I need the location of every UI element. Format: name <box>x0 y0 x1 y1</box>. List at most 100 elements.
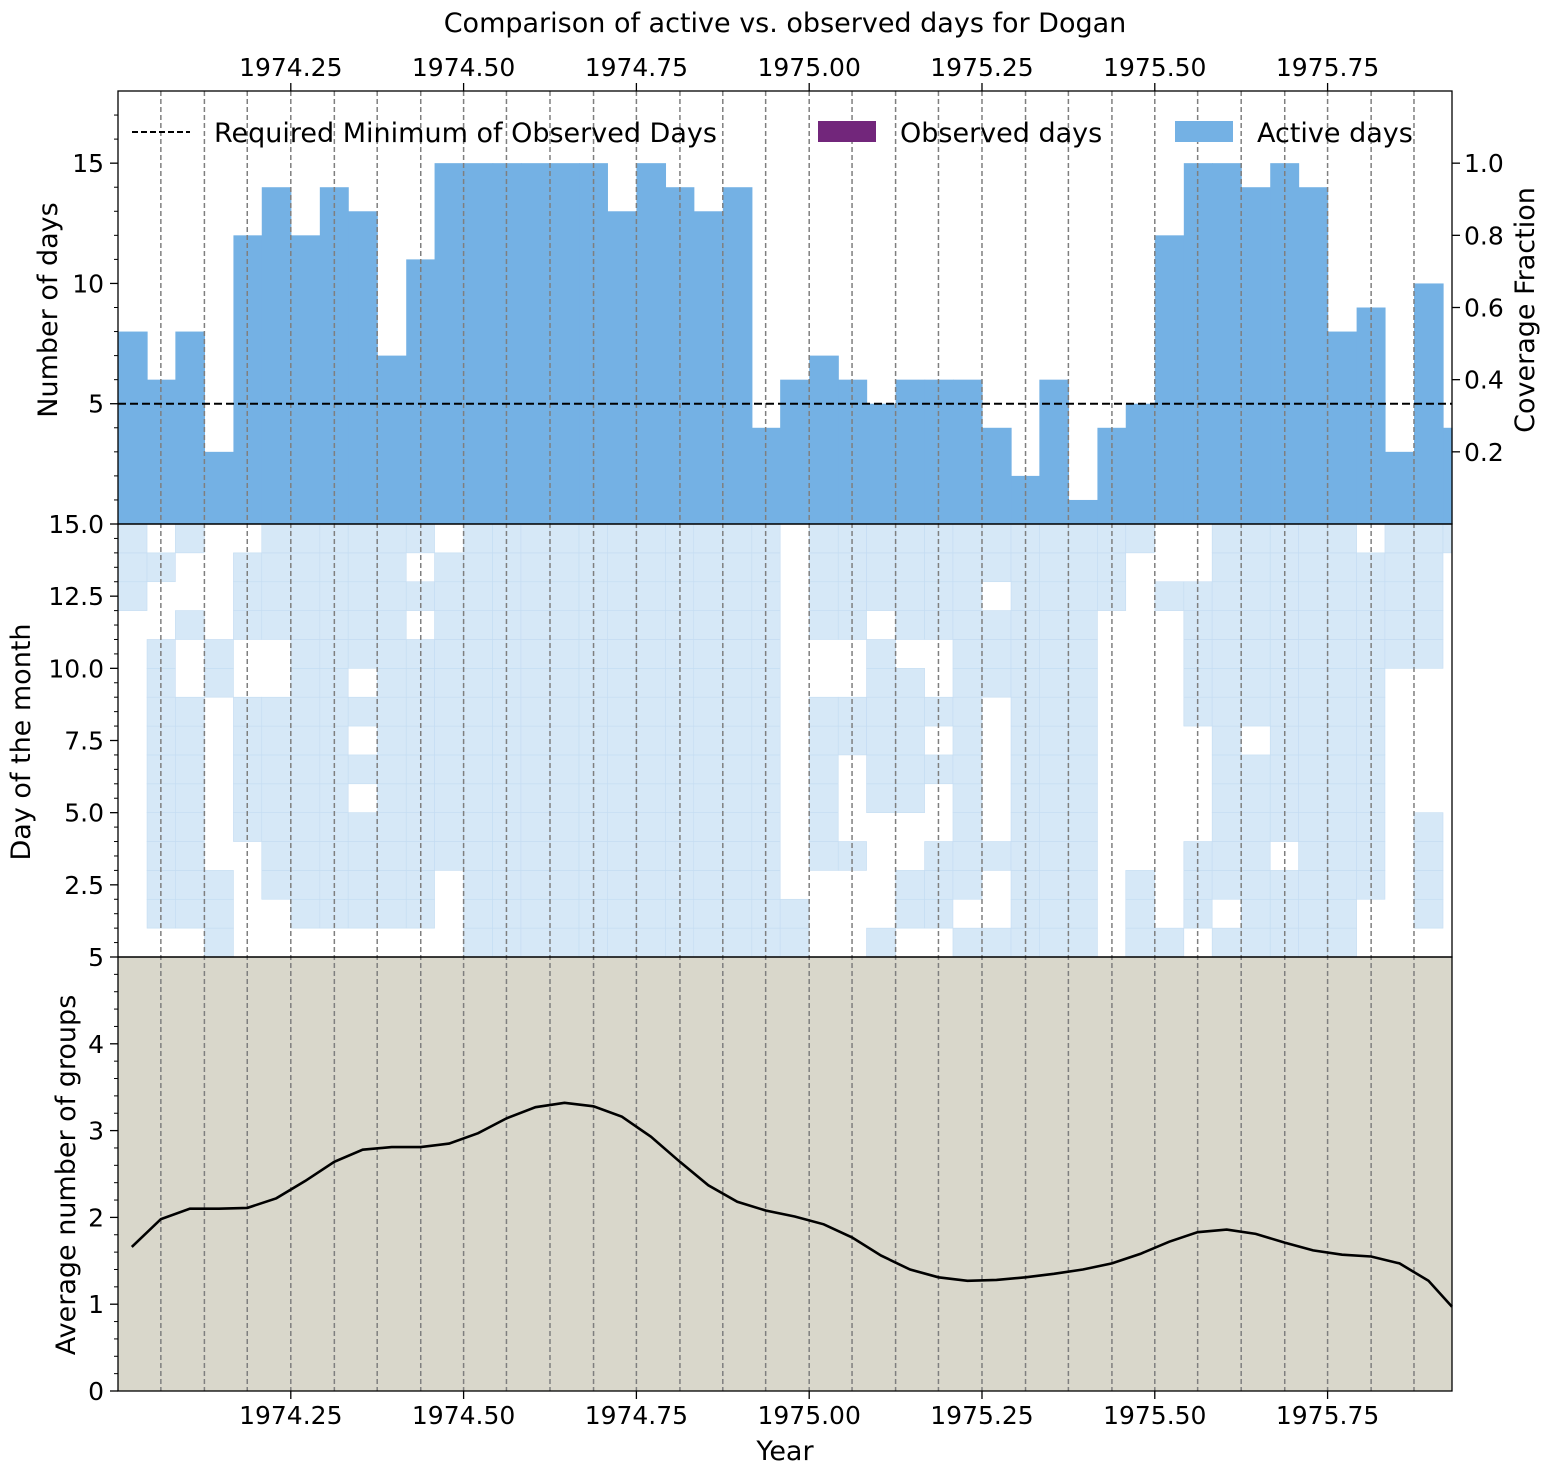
x-axis-title: Year <box>755 1436 814 1467</box>
calendar-day-cell <box>866 754 896 785</box>
calendar-day-cell <box>1413 523 1444 554</box>
active-days-bar <box>895 379 926 524</box>
calendar-day-cell <box>376 783 407 813</box>
calendar-day-cell <box>1442 523 1453 554</box>
calendar-day-cell <box>549 610 580 640</box>
calendar-day-cell <box>607 725 637 756</box>
calendar-day-cell <box>1298 812 1328 842</box>
active-days-bar <box>377 355 407 524</box>
calendar-day-cell <box>1298 581 1328 611</box>
calendar-day-cell <box>952 812 983 842</box>
calendar-day-cell <box>952 610 983 640</box>
calendar-day-cell <box>693 725 724 756</box>
calendar-day-cell <box>981 523 1012 554</box>
calendar-day-cell <box>434 841 464 871</box>
calendar-day-cell <box>1125 898 1156 929</box>
calendar-day-cell <box>1068 725 1098 756</box>
active-days-bar <box>1212 163 1242 524</box>
calendar-day-cell <box>1298 610 1328 640</box>
calendar-day-cell <box>1298 927 1328 958</box>
calendar-day-cell <box>636 927 666 958</box>
calendar-day-cell <box>1211 783 1242 813</box>
calendar-day-cell <box>1327 639 1357 669</box>
calendar-day-cell <box>1211 725 1242 756</box>
calendar-day-cell <box>722 610 753 640</box>
calendar-day-cell <box>981 639 1012 669</box>
calendar-day-cell <box>434 639 464 669</box>
calendar-day-cell <box>636 552 666 583</box>
calendar-day-cell <box>981 552 1012 583</box>
plot-layer: 1974.25 1974.25 1974.50 1974.50 1974.75 1974.… <box>48 53 1503 1430</box>
calendar-day-cell <box>722 927 753 958</box>
calendar-day-cell <box>1240 870 1271 900</box>
calendar-day-cell <box>952 668 983 698</box>
calendar-day-cell <box>1125 927 1156 958</box>
calendar-day-cell <box>463 812 493 842</box>
calendar-day-cell <box>1327 523 1357 554</box>
calendar-day-cell <box>347 523 378 554</box>
calendar-day-cell <box>347 841 378 871</box>
legend-required-minimum-label: Required Minimum of Observed Days <box>214 118 717 149</box>
calendar-day-cell <box>347 639 378 669</box>
calendar-day-cell <box>434 783 464 813</box>
calendar-day-cell <box>1327 754 1357 785</box>
calendar-day-cell <box>549 581 580 611</box>
calendar-day-cell <box>463 552 493 583</box>
calendar-day-cell <box>1298 639 1328 669</box>
calendar-day-cell <box>693 870 724 900</box>
calendar-day-cell <box>895 552 925 583</box>
calendar-day-cell <box>1125 523 1156 554</box>
legend-observed-days-swatch <box>818 121 876 142</box>
calendar-day-cell <box>376 523 407 554</box>
calendar-day-cell <box>1298 725 1328 756</box>
calendar-day-cell <box>1298 783 1328 813</box>
calendar-day-cell <box>520 581 551 611</box>
calendar-day-cell <box>376 898 407 929</box>
calendar-day-cell <box>1068 523 1098 554</box>
chart-title: Comparison of active vs. observed days f… <box>444 8 1127 39</box>
calendar-day-cell <box>204 927 234 958</box>
calendar-day-cell <box>722 754 753 785</box>
calendar-day-cell <box>1211 870 1242 900</box>
calendar-day-cell <box>463 610 493 640</box>
calendar-day-cell <box>722 870 753 900</box>
calendar-day-cell <box>1240 523 1271 554</box>
calendar-day-cell <box>204 668 234 698</box>
calendar-day-cell <box>434 668 464 698</box>
calendar-day-cell <box>1298 898 1328 929</box>
calendar-day-cell <box>1384 639 1415 669</box>
calendar-day-cell <box>607 696 637 727</box>
calendar-day-cell <box>463 870 493 900</box>
calendar-day-cell <box>693 581 724 611</box>
calendar-day-cell <box>290 696 321 727</box>
calendar-day-cell <box>693 523 724 554</box>
calendar-day-cell <box>1298 841 1328 871</box>
calendar-day-cell <box>347 552 378 583</box>
calendar-day-cell <box>376 552 407 583</box>
active-days-bar <box>607 211 637 524</box>
calendar-day-cell <box>520 870 551 900</box>
calendar-day-cell <box>261 841 292 871</box>
calendar-day-cell <box>636 668 666 698</box>
calendar-day-cell <box>808 581 839 611</box>
calendar-day-cell <box>520 523 551 554</box>
calendar-day-cell <box>549 639 580 669</box>
calendar-day-cell <box>1240 783 1271 813</box>
calendar-day-cell <box>866 696 896 727</box>
calendar-day-cell <box>1384 581 1415 611</box>
calendar-day-cell <box>376 841 407 871</box>
active-days-bar <box>1384 451 1415 524</box>
calendar-day-cell <box>520 696 551 727</box>
calendar-day-cell <box>463 898 493 929</box>
top-x-tick-label: 1974.75 <box>585 53 688 82</box>
calendar-day-cell <box>290 725 321 756</box>
calendar-day-cell <box>290 668 321 698</box>
calendar-day-cell <box>549 668 580 698</box>
calendar-day-cell <box>1039 927 1069 958</box>
calendar-day-cell <box>1211 927 1242 958</box>
calendar-day-cell <box>1068 696 1098 727</box>
calendar-day-cell <box>693 696 724 727</box>
calendar-day-cell <box>895 610 925 640</box>
calendar-day-cell <box>1211 812 1242 842</box>
